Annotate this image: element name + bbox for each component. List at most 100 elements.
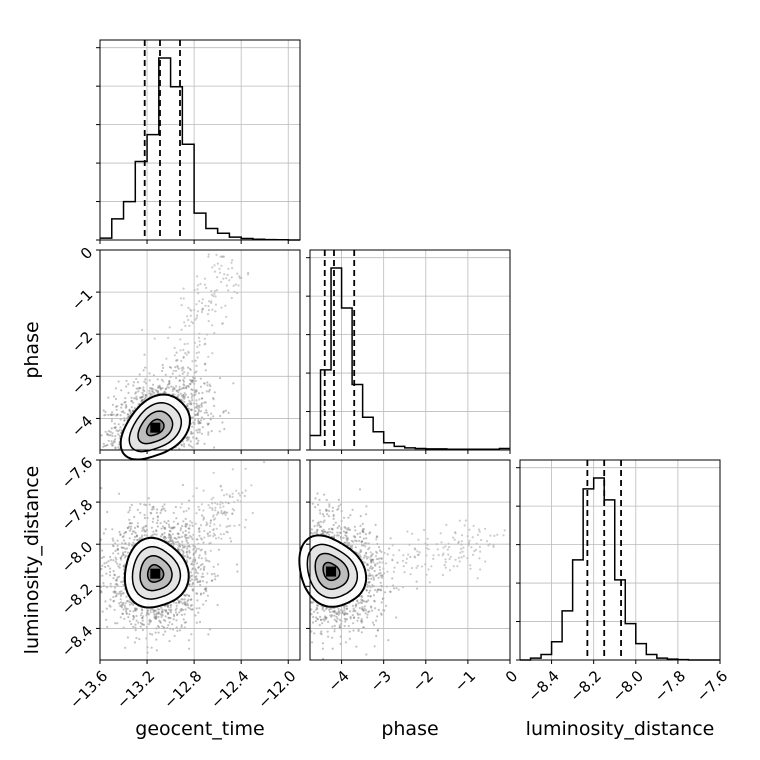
scatter-point [115,414,118,417]
scatter-point [235,563,239,566]
scatter-point [337,613,340,616]
scatter-point [200,514,204,517]
scatter-point [230,296,233,300]
scatter-point [191,394,194,397]
scatter-point [186,403,189,406]
scatter-point [186,396,190,399]
scatter-point [360,631,363,634]
scatter-point [211,502,214,505]
scatter-point [112,552,115,555]
scatter-point [197,547,200,550]
scatter-point [181,602,184,605]
scatter-point [194,522,197,525]
scatter-point [163,507,166,510]
scatter-point [334,521,337,524]
scatter-point [311,502,314,505]
scatter-point [220,264,223,267]
scatter-point [310,613,313,616]
scatter-point [328,610,331,614]
scatter-point [159,620,162,623]
scatter-point [198,406,201,409]
scatter-point [138,638,141,641]
scatter-point [152,374,155,377]
scatter-point [223,273,226,276]
scatter-point [162,380,165,383]
scatter-point [189,408,193,411]
scatter-point [195,303,198,306]
scatter-point [184,525,188,528]
scatter-point [190,430,193,433]
scatter-point [368,546,371,549]
scatter-point [162,618,165,622]
scatter-point [205,590,208,593]
scatter-point [105,618,108,621]
scatter-point [126,551,130,554]
scatter-point [120,606,123,609]
scatter-point [167,611,170,615]
scatter-point [156,519,159,522]
scatter-point [106,443,109,447]
scatter-point [372,576,375,579]
scatter-point [370,559,373,562]
scatter-point [319,632,322,635]
scatter-point [342,530,346,533]
scatter-point [201,426,204,429]
scatter-point [207,253,210,256]
scatter-point [179,527,183,530]
scatter-point [123,556,127,559]
scatter-point [183,545,186,548]
scatter-point [120,590,123,593]
scatter-point [180,613,183,617]
scatter-point [176,613,179,617]
scatter-point [113,441,116,444]
scatter-point [118,443,121,446]
scatter-point [203,565,206,568]
scatter-point [154,389,157,392]
scatter-point [136,508,139,511]
scatter-point [220,509,223,513]
scatter-point [208,388,211,391]
scatter-point [106,510,109,514]
scatter-point [153,337,156,340]
scatter-point [196,413,199,416]
scatter-point [170,537,173,540]
scatter-point [148,618,151,622]
scatter-point [380,612,383,615]
scatter-point [122,565,125,568]
scatter-point [371,621,375,624]
scatter-point [231,267,234,270]
scatter-point [314,497,317,500]
scatter-point [219,485,222,488]
scatter-point [114,435,117,438]
scatter-point [114,560,117,563]
scatter-point [316,492,319,495]
scatter-point [124,602,127,605]
scatter-point [204,599,208,602]
scatter-point [107,430,110,433]
scatter-point [416,587,419,590]
scatter-point [219,414,222,418]
scatter-point [158,619,161,622]
scatter-point [231,468,234,471]
scatter-point [117,565,120,568]
scatter-point [153,391,156,394]
scatter-point [383,591,387,594]
scatter-point [336,534,339,537]
scatter-point [152,517,155,520]
scatter-point [205,587,208,590]
scatter-point [130,602,133,606]
scatter-point [212,514,215,517]
scatter-point [198,300,201,303]
scatter-point [188,594,191,598]
scatter-point [175,389,179,392]
scatter-point [332,517,335,521]
scatter-point [111,444,114,447]
scatter-point [127,413,130,416]
scatter-point [211,324,214,327]
scatter-point [336,526,339,530]
scatter-point [177,536,180,539]
scatter-point [213,270,216,273]
scatter-point [109,567,112,570]
scatter-point [329,530,332,534]
scatter-point [140,396,143,399]
